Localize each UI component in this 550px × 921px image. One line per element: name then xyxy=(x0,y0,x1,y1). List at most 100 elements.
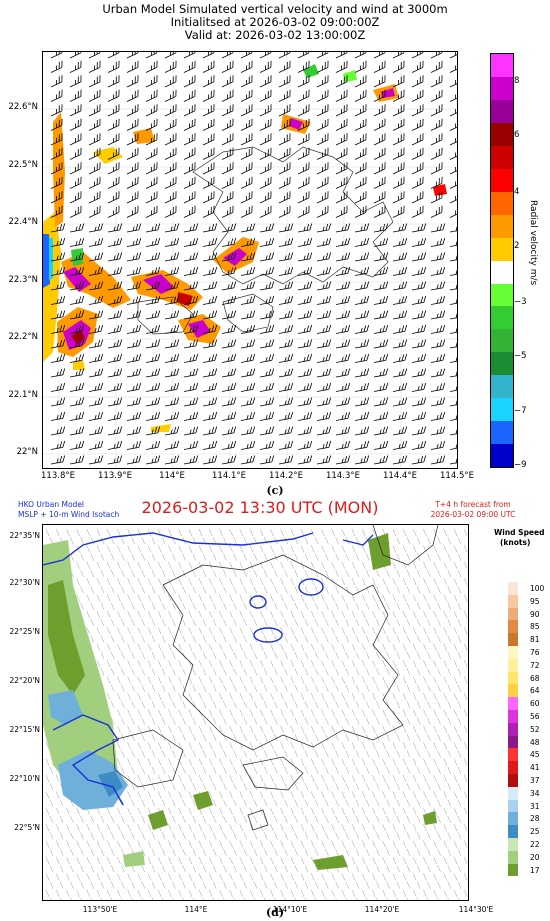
legend-label: 48 xyxy=(530,737,540,747)
wind-streak xyxy=(335,537,339,545)
wind-streak xyxy=(219,758,223,766)
wind-streak xyxy=(341,889,346,897)
wind-streak xyxy=(96,643,101,651)
wind-streak xyxy=(141,750,146,758)
wind-streak xyxy=(121,569,125,578)
wind-streak xyxy=(100,635,105,643)
wind-barb xyxy=(278,295,294,305)
wind-streak xyxy=(49,832,54,840)
wind-streak xyxy=(447,799,452,807)
wind-barb xyxy=(183,52,196,59)
legend-label: 41 xyxy=(530,763,540,773)
wind-streak xyxy=(437,701,441,709)
wind-barb xyxy=(107,237,123,247)
wind-streak xyxy=(392,889,397,897)
wind-streak xyxy=(59,897,62,900)
wind-barb xyxy=(145,266,161,276)
legend-entry: 90 xyxy=(508,607,546,621)
wind-streak xyxy=(117,758,121,766)
wind-streak xyxy=(437,783,441,791)
wind-barb xyxy=(221,440,237,450)
wind-barb xyxy=(297,295,313,305)
wind-streak xyxy=(96,627,101,635)
wind-streak xyxy=(168,627,172,635)
wind-barb xyxy=(259,205,272,218)
wind-barb xyxy=(221,382,237,392)
wind-streak xyxy=(453,545,458,553)
wind-streak xyxy=(90,897,92,900)
wind-barb xyxy=(278,368,294,378)
wind-streak xyxy=(304,602,309,610)
wind-streak xyxy=(141,783,146,791)
wind-streak xyxy=(372,709,376,717)
wind-barb xyxy=(183,252,199,262)
wind-barb xyxy=(240,75,253,88)
wind-barb xyxy=(183,353,199,363)
wind-streak xyxy=(284,651,288,660)
wind-barb xyxy=(202,426,218,436)
wind-streak xyxy=(198,643,203,651)
wind-barb xyxy=(126,118,139,131)
wind-streak xyxy=(321,594,325,602)
wind-streak xyxy=(372,840,376,848)
wind-streak xyxy=(76,594,80,602)
wind-streak xyxy=(321,692,325,701)
wind-barb xyxy=(335,75,348,88)
wind-barb xyxy=(316,382,332,392)
wind-streak xyxy=(147,676,152,684)
wind-streak xyxy=(416,668,421,676)
legend-label: 20 xyxy=(530,852,540,862)
wind-barb xyxy=(430,89,443,102)
wind-streak xyxy=(127,627,131,635)
wind-streak xyxy=(141,602,146,610)
wind-streak xyxy=(406,848,411,856)
colorbar-band xyxy=(491,375,513,399)
wind-streak xyxy=(304,684,309,692)
wind-streak xyxy=(151,537,156,545)
wind-streak xyxy=(131,537,135,545)
shade-blob-2 xyxy=(133,128,155,144)
wind-barb xyxy=(354,266,370,276)
wind-streak xyxy=(249,660,254,668)
wind-streak xyxy=(233,766,237,774)
wind-streak xyxy=(396,651,401,660)
wind-barb xyxy=(335,368,351,378)
wind-streak xyxy=(274,569,278,578)
wind-streak xyxy=(402,791,407,799)
wind-barb xyxy=(316,52,329,59)
wind-barb xyxy=(297,176,310,189)
wind-streak xyxy=(110,897,113,900)
wind-streak xyxy=(345,848,350,856)
wind-streak xyxy=(192,750,197,758)
wind-streak xyxy=(90,815,95,824)
wind-streak xyxy=(284,815,288,824)
wind-barb xyxy=(221,162,234,175)
wind-barb xyxy=(259,60,272,73)
wind-barb xyxy=(316,411,332,421)
wind-streak xyxy=(96,889,101,897)
wind-streak xyxy=(117,545,121,553)
wind-streak xyxy=(406,832,411,840)
wind-barb xyxy=(392,295,408,305)
wind-barb xyxy=(373,147,386,160)
wind-barb xyxy=(259,89,272,102)
wind-streak xyxy=(463,774,468,783)
wind-barb xyxy=(335,455,351,465)
wind-barb xyxy=(183,455,199,465)
wind-barb xyxy=(392,324,408,334)
wind-streak xyxy=(463,676,468,684)
colorbar-band xyxy=(491,421,513,445)
shade-west-blue xyxy=(43,234,50,288)
wind-streak xyxy=(208,758,213,766)
wind-barb xyxy=(411,397,427,407)
wind-streak xyxy=(239,873,244,881)
wind-streak xyxy=(219,889,223,897)
wind-streak xyxy=(284,865,288,873)
wind-barb xyxy=(126,353,142,363)
wind-streak xyxy=(223,651,227,660)
wind-barb xyxy=(449,123,457,131)
wind-streak xyxy=(412,676,417,684)
wind-streak xyxy=(463,660,468,668)
wind-streak xyxy=(178,742,182,750)
wind-streak xyxy=(151,668,156,676)
